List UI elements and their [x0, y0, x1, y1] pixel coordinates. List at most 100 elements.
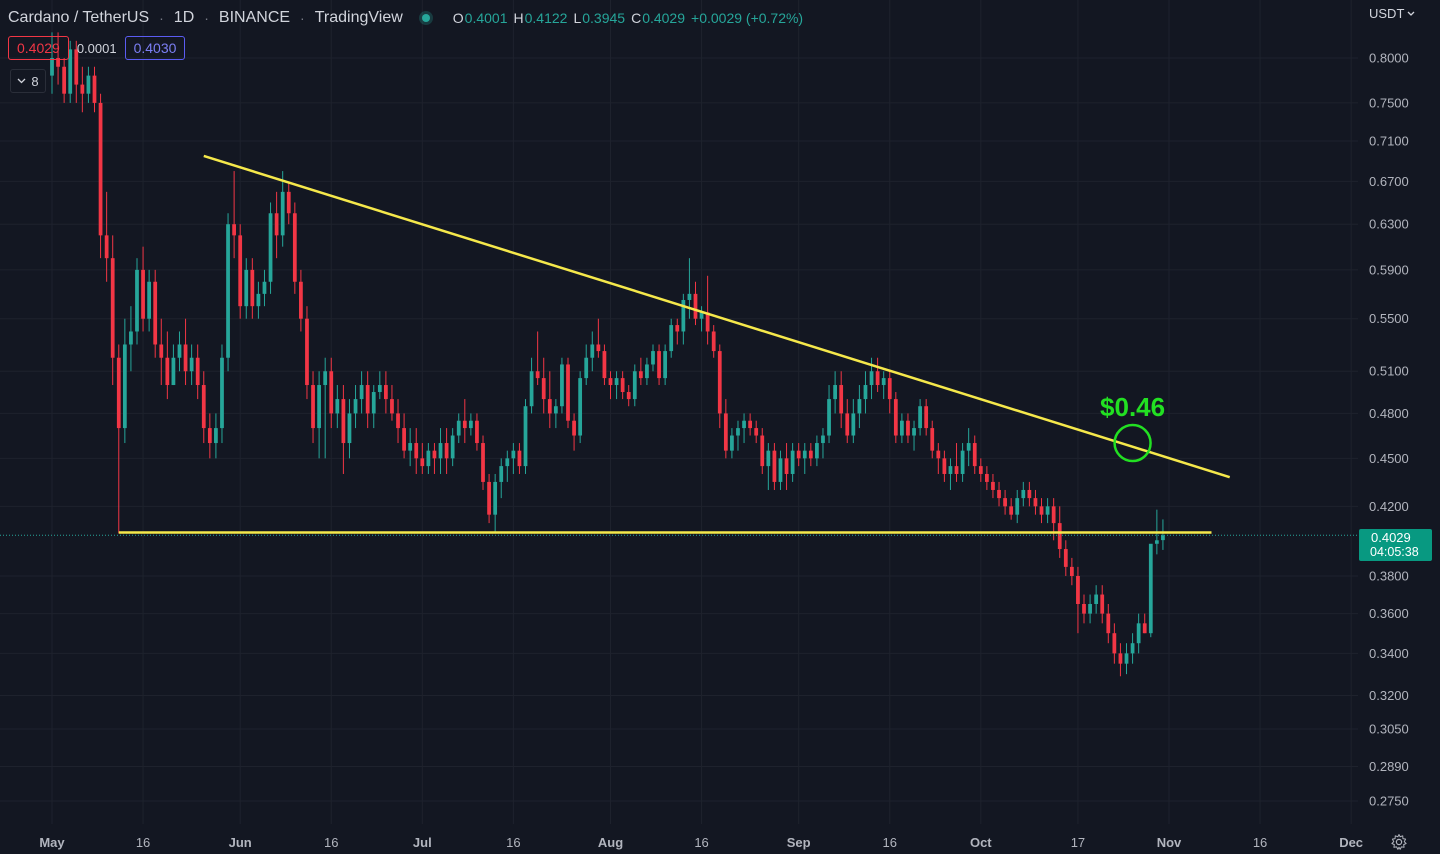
candle-body [978, 466, 983, 474]
candle [390, 385, 394, 421]
candle [936, 443, 941, 474]
y-tick-label: 0.6300 [1369, 217, 1409, 232]
candle-body [74, 49, 79, 85]
candle-body [153, 281, 158, 345]
candle-body [1045, 506, 1050, 515]
open-label: O [452, 10, 464, 26]
candle [68, 40, 73, 103]
price-axis[interactable]: 0.8000 0.7500 0.7100 0.6700 0.6300 0.5900 0.55… [1369, 51, 1409, 809]
candle [997, 481, 1001, 507]
candle [408, 428, 413, 467]
candle-body [547, 399, 552, 414]
candle-body [1069, 566, 1074, 576]
candle-body [748, 420, 753, 429]
trendline-resistance [203, 154, 1231, 479]
candle-body [335, 399, 340, 414]
x-tick-label: 17 [1071, 835, 1085, 850]
x-tick-label: May [39, 835, 65, 850]
candle-body [699, 312, 704, 319]
candle [614, 371, 619, 400]
candle-body [311, 385, 315, 429]
indicators-toggle-button[interactable]: 8 [10, 69, 46, 93]
candle-body [481, 443, 485, 482]
candle-body [1057, 523, 1062, 550]
sell-button[interactable]: 0.4029 [8, 36, 69, 60]
candle [833, 371, 837, 414]
low-label: L [573, 10, 582, 26]
candle [201, 371, 206, 444]
candle-body [687, 293, 692, 300]
last-price-label: 0.4029 04:05:38 [1359, 529, 1432, 561]
candle [608, 371, 613, 400]
candle-body [663, 351, 668, 379]
candle [681, 293, 686, 345]
candle-body [681, 299, 686, 332]
ohlc-values: O0.4001 H0.4122 L0.3945 C0.4029 +0.0029 … [453, 10, 803, 26]
candle [657, 344, 661, 386]
candle [541, 357, 546, 414]
candle [924, 399, 929, 436]
candle [365, 371, 370, 429]
trendline-drawings[interactable]: $0.46 [0, 154, 1358, 536]
candle-body [256, 293, 261, 307]
candle-body [881, 378, 886, 386]
candle [1039, 498, 1044, 524]
candle-body [1009, 506, 1014, 515]
time-axis[interactable]: May 16 Jun 16 Jul 16 Aug 16 Sep 16 Oct 17 Nov 16 Dec [39, 835, 1363, 850]
candle [638, 357, 643, 386]
candle [256, 281, 261, 319]
candle [815, 435, 819, 467]
candle-body [1118, 653, 1123, 664]
gear-icon[interactable] [1390, 833, 1408, 851]
candle-body [207, 428, 212, 444]
y-tick-label: 0.7100 [1369, 134, 1409, 149]
separator-dot: · [159, 10, 164, 26]
candle [475, 413, 479, 451]
candle-body [305, 318, 309, 386]
y-tick-label: 0.5100 [1369, 364, 1409, 379]
candle-body [717, 351, 722, 414]
candle-body [444, 443, 449, 459]
candle [499, 458, 504, 499]
candle [790, 443, 795, 482]
buy-button[interactable]: 0.4030 [124, 36, 186, 60]
candle-body [1021, 489, 1026, 499]
candle [329, 357, 334, 429]
candle [481, 435, 485, 490]
candle [912, 420, 916, 451]
candle-body [214, 428, 218, 444]
candle-body [80, 84, 85, 94]
candle-body [960, 450, 965, 474]
candle-body [1051, 506, 1056, 524]
candle [839, 371, 844, 429]
candle-body [408, 443, 413, 451]
interval-label[interactable]: 1D [173, 9, 195, 26]
candle [159, 318, 164, 386]
candle-body [578, 378, 583, 436]
y-tick-label: 0.4200 [1369, 499, 1409, 514]
candle [1112, 623, 1117, 664]
candle [444, 428, 449, 474]
candle [626, 385, 631, 407]
candle-body [772, 450, 777, 482]
candle [1161, 519, 1165, 550]
candle-body [760, 435, 765, 467]
candle [863, 371, 868, 414]
candle [183, 318, 188, 386]
candle [1118, 643, 1123, 677]
candle-body [129, 331, 133, 345]
candle [723, 399, 728, 459]
candle-body [183, 344, 188, 372]
market-open-icon[interactable] [418, 11, 433, 25]
candle [371, 385, 376, 429]
candle-body [675, 325, 680, 332]
candle-body [1027, 489, 1032, 499]
candle-body [638, 371, 643, 379]
currency-selector[interactable]: USDT [1369, 6, 1415, 21]
candle-body [462, 420, 467, 429]
candle [450, 428, 455, 467]
candle-body [991, 481, 995, 490]
candle-body [147, 281, 152, 319]
symbol-name[interactable]: Cardano / TetherUS [8, 9, 150, 26]
